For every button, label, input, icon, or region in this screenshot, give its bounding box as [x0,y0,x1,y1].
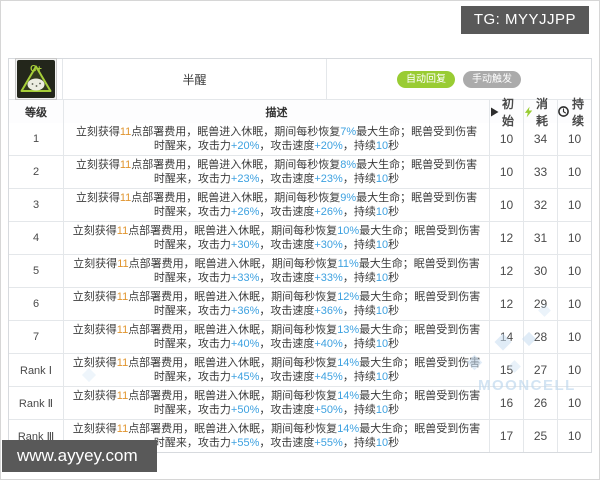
duration-cell: 10 [557,189,591,221]
initial-cell: 10 [489,123,523,155]
description-text: 立刻获得11点部署费用，眠兽进入休眠，期间每秒恢复13%最大生命；眠兽受到伤害时… [72,324,481,350]
description-cell: 立刻获得11点部署费用，眠兽进入休眠，期间每秒恢复9%最大生命；眠兽受到伤害时醒… [63,189,489,221]
tg-badge: TG: MYYJJPP [460,6,589,34]
duration-header-label: 持续 [572,96,585,128]
initial-cell: 12 [489,222,523,254]
table-row: 7 立刻获得11点部署费用，眠兽进入休眠，期间每秒恢复13%最大生命；眠兽受到伤… [9,320,591,353]
clock-icon [558,106,569,117]
description-text: 立刻获得11点部署费用，眠兽进入休眠，期间每秒恢复14%最大生命；眠兽受到伤害时… [72,423,481,449]
description-column-header: 描述 [63,100,489,123]
svg-text:C+: C+ [30,64,42,74]
description-text: 立刻获得11点部署费用，眠兽进入休眠，期间每秒恢复11%最大生命；眠兽受到伤害时… [73,258,480,284]
initial-cell: 14 [489,321,523,353]
description-text: 立刻获得11点部署费用，眠兽进入休眠，期间每秒恢复10%最大生命；眠兽受到伤害时… [72,225,481,251]
cost-cell: 30 [523,255,557,287]
initial-cell: 17 [489,420,523,452]
duration-cell: 10 [557,321,591,353]
table-row: Rank Ⅲ 立刻获得11点部署费用，眠兽进入休眠，期间每秒恢复14%最大生命；… [9,419,591,452]
description-text: 立刻获得11点部署费用，眠兽进入休眠，期间每秒恢复14%最大生命；眠兽受到伤害时… [72,390,481,416]
level-cell: 1 [32,133,40,145]
description-cell: 立刻获得11点部署费用，眠兽进入休眠，期间每秒恢复10%最大生命；眠兽受到伤害时… [63,222,489,254]
cost-cell: 26 [523,387,557,419]
description-cell: 立刻获得11点部署费用，眠兽进入休眠，期间每秒恢复8%最大生命；眠兽受到伤害时醒… [63,156,489,188]
column-header-row: 等级 描述 初始 消耗 [9,97,591,128]
duration-column-header: 持续 [557,97,591,128]
duration-cell: 10 [557,156,591,188]
description-text: 立刻获得11点部署费用，眠兽进入休眠，期间每秒恢复9%最大生命；眠兽受到伤害时醒… [75,192,478,218]
cost-cell: 31 [523,222,557,254]
initial-header-label: 初始 [502,96,515,128]
level-cell: Rank Ⅱ [18,397,54,410]
skill-table: C+ 半醒 自动回复 手动触发 等级 描述 [8,58,592,453]
level-cell: 3 [32,199,40,211]
duration-cell: 10 [557,420,591,452]
level-cell: Rank Ⅲ [17,430,55,443]
table-row: 6 立刻获得11点部署费用，眠兽进入休眠，期间每秒恢复12%最大生命；眠兽受到伤… [9,287,591,320]
description-text: 立刻获得11点部署费用，眠兽进入休眠，期间每秒恢复8%最大生命；眠兽受到伤害时醒… [75,159,478,185]
table-row: 5 立刻获得11点部署费用，眠兽进入休眠，期间每秒恢复11%最大生命；眠兽受到伤… [9,254,591,287]
cost-header-label: 消耗 [536,96,549,128]
duration-cell: 10 [557,222,591,254]
cost-cell: 25 [523,420,557,452]
cost-column-header: 消耗 [523,97,557,128]
cost-cell: 28 [523,321,557,353]
cost-cell: 33 [523,156,557,188]
level-cell: 7 [32,331,40,343]
table-row: 3 立刻获得11点部署费用，眠兽进入休眠，期间每秒恢复9%最大生命；眠兽受到伤害… [9,188,591,221]
description-cell: 立刻获得11点部署费用，眠兽进入休眠，期间每秒恢复7%最大生命；眠兽受到伤害时醒… [63,123,489,155]
description-cell: 立刻获得11点部署费用，眠兽进入休眠，期间每秒恢复14%最大生命；眠兽受到伤害时… [63,420,489,452]
level-cell: 5 [32,265,40,277]
description-text: 立刻获得11点部署费用，眠兽进入休眠，期间每秒恢复7%最大生命；眠兽受到伤害时醒… [75,126,478,152]
cost-cell: 29 [523,288,557,320]
level-cell: Rank Ⅰ [20,364,52,377]
description-cell: 立刻获得11点部署费用，眠兽进入休眠，期间每秒恢复14%最大生命；眠兽受到伤害时… [63,387,489,419]
level-column-header: 等级 [25,106,47,119]
level-cell: 2 [32,166,40,178]
manual-trigger-badge: 手动触发 [463,70,521,88]
auto-recovery-badge: 自动回复 [397,70,455,88]
table-body: 1 立刻获得11点部署费用，眠兽进入休眠，期间每秒恢复7%最大生命；眠兽受到伤害… [9,123,591,452]
level-cell: 6 [32,298,40,310]
play-icon [490,107,499,117]
duration-cell: 10 [557,123,591,155]
description-cell: 立刻获得11点部署费用，眠兽进入休眠，期间每秒恢复11%最大生命；眠兽受到伤害时… [63,255,489,287]
table-row: Rank Ⅰ 立刻获得11点部署费用，眠兽进入休眠，期间每秒恢复14%最大生命；… [9,353,591,386]
duration-cell: 10 [557,255,591,287]
initial-cell: 10 [489,156,523,188]
table-row: Rank Ⅱ 立刻获得11点部署费用，眠兽进入休眠，期间每秒恢复14%最大生命；… [9,386,591,419]
description-text: 立刻获得11点部署费用，眠兽进入休眠，期间每秒恢复12%最大生命；眠兽受到伤害时… [72,291,481,317]
table-row: 1 立刻获得11点部署费用，眠兽进入休眠，期间每秒恢复7%最大生命；眠兽受到伤害… [9,123,591,155]
skill-header-row: C+ 半醒 自动回复 手动触发 [9,58,591,100]
initial-cell: 10 [489,189,523,221]
table-row: 4 立刻获得11点部署费用，眠兽进入休眠，期间每秒恢复10%最大生命；眠兽受到伤… [9,221,591,254]
initial-column-header: 初始 [489,97,523,128]
initial-cell: 16 [489,387,523,419]
initial-cell: 12 [489,255,523,287]
description-cell: 立刻获得11点部署费用，眠兽进入休眠，期间每秒恢复12%最大生命；眠兽受到伤害时… [63,288,489,320]
duration-cell: 10 [557,387,591,419]
duration-cell: 10 [557,288,591,320]
table-row: 2 立刻获得11点部署费用，眠兽进入休眠，期间每秒恢复8%最大生命；眠兽受到伤害… [9,155,591,188]
cost-cell: 27 [523,354,557,386]
skill-badges-cell: 自动回复 手动触发 [326,59,591,99]
description-cell: 立刻获得11点部署费用，眠兽进入休眠，期间每秒恢复14%最大生命；眠兽受到伤害时… [63,354,489,386]
description-cell: 立刻获得11点部署费用，眠兽进入休眠，期间每秒恢复13%最大生命；眠兽受到伤害时… [63,321,489,353]
initial-cell: 15 [489,354,523,386]
description-text: 立刻获得11点部署费用，眠兽进入休眠，期间每秒恢复14%最大生命；眠兽受到伤害时… [72,357,481,383]
duration-cell: 10 [557,354,591,386]
cost-cell: 34 [523,123,557,155]
lightning-icon [524,106,533,118]
skill-name: 半醒 [62,59,326,99]
sleeping-beast-skill-icon: C+ [14,58,57,100]
site-url-bar: www.ayyey.com [2,440,157,472]
initial-cell: 12 [489,288,523,320]
skill-icon-cell: C+ [9,58,62,100]
level-cell: 4 [32,232,40,244]
cost-cell: 32 [523,189,557,221]
